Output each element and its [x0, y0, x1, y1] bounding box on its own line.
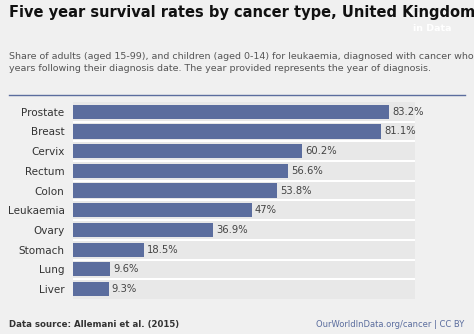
Bar	[73, 183, 277, 198]
Bar	[73, 164, 288, 178]
Text: 9.6%: 9.6%	[113, 265, 138, 274]
Text: Five year survival rates by cancer type, United Kingdom, 2009: Five year survival rates by cancer type,…	[9, 5, 474, 20]
Text: 18.5%: 18.5%	[146, 245, 178, 255]
Text: 81.1%: 81.1%	[384, 127, 416, 136]
Text: 53.8%: 53.8%	[281, 186, 312, 195]
Bar	[73, 203, 252, 217]
Bar	[73, 242, 144, 257]
Bar	[73, 282, 109, 296]
Text: 36.9%: 36.9%	[217, 225, 248, 235]
Text: 56.6%: 56.6%	[291, 166, 323, 176]
Bar	[73, 262, 110, 277]
Text: in Data: in Data	[413, 24, 452, 33]
Text: 83.2%: 83.2%	[392, 107, 423, 117]
Text: Share of adults (aged 15-99), and children (aged 0-14) for leukaemia, diagnosed : Share of adults (aged 15-99), and childr…	[9, 52, 474, 72]
Bar	[73, 105, 389, 119]
Bar	[73, 223, 213, 237]
Bar	[73, 144, 302, 158]
Text: 60.2%: 60.2%	[305, 146, 337, 156]
Text: 47%: 47%	[255, 205, 277, 215]
Text: 9.3%: 9.3%	[112, 284, 137, 294]
Text: Our World: Our World	[405, 10, 460, 19]
Bar	[73, 124, 381, 139]
Text: OurWorldInData.org/cancer | CC BY: OurWorldInData.org/cancer | CC BY	[316, 320, 465, 329]
Text: Data source: Allemani et al. (2015): Data source: Allemani et al. (2015)	[9, 320, 180, 329]
